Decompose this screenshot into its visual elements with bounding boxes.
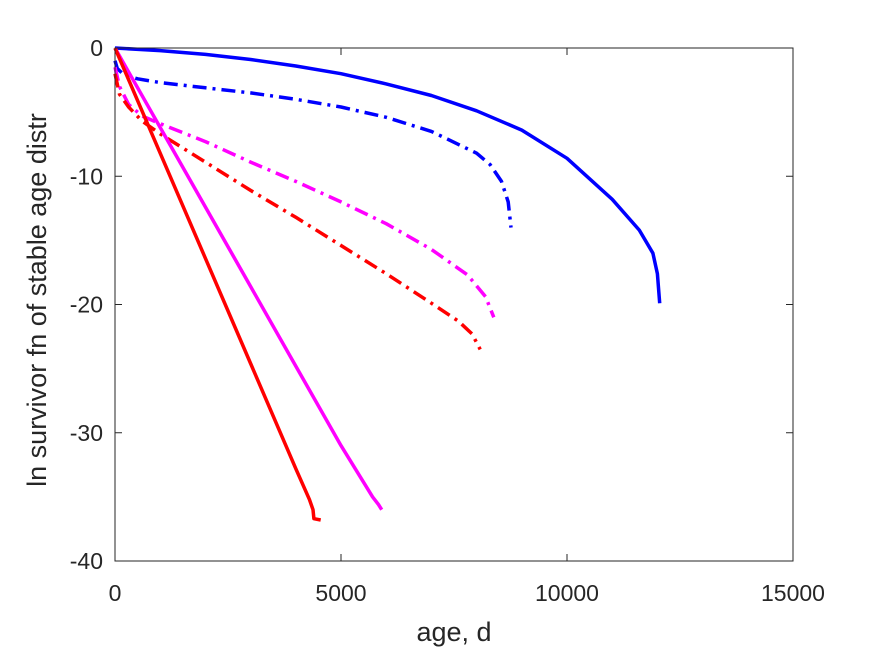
y-axis-label: ln survivor fn of stable age distr: [22, 113, 52, 487]
series-line-1: [114, 46, 662, 304]
series-line-5: [113, 47, 384, 511]
x-tick-label: 5000: [315, 580, 366, 606]
series-line-4: [113, 73, 482, 351]
y-tick-label: -20: [70, 292, 103, 318]
x-tick-label: 10000: [535, 580, 599, 606]
series-line-3: [113, 66, 496, 318]
y-axis: -40 -30 -20 -10 0: [70, 35, 793, 574]
y-tick-label: 0: [90, 35, 103, 61]
x-tick-label: 15000: [761, 580, 825, 606]
series-layer: [113, 46, 662, 522]
series-line-6: [113, 47, 322, 522]
x-axis: 0 5000 10000 15000: [109, 48, 825, 606]
y-tick-label: -10: [70, 163, 103, 189]
x-axis-label: age, d: [416, 617, 491, 647]
y-tick-label: -40: [70, 548, 103, 574]
x-tick-label: 0: [109, 580, 122, 606]
series-line-2: [113, 60, 513, 228]
y-tick-label: -30: [70, 420, 103, 446]
